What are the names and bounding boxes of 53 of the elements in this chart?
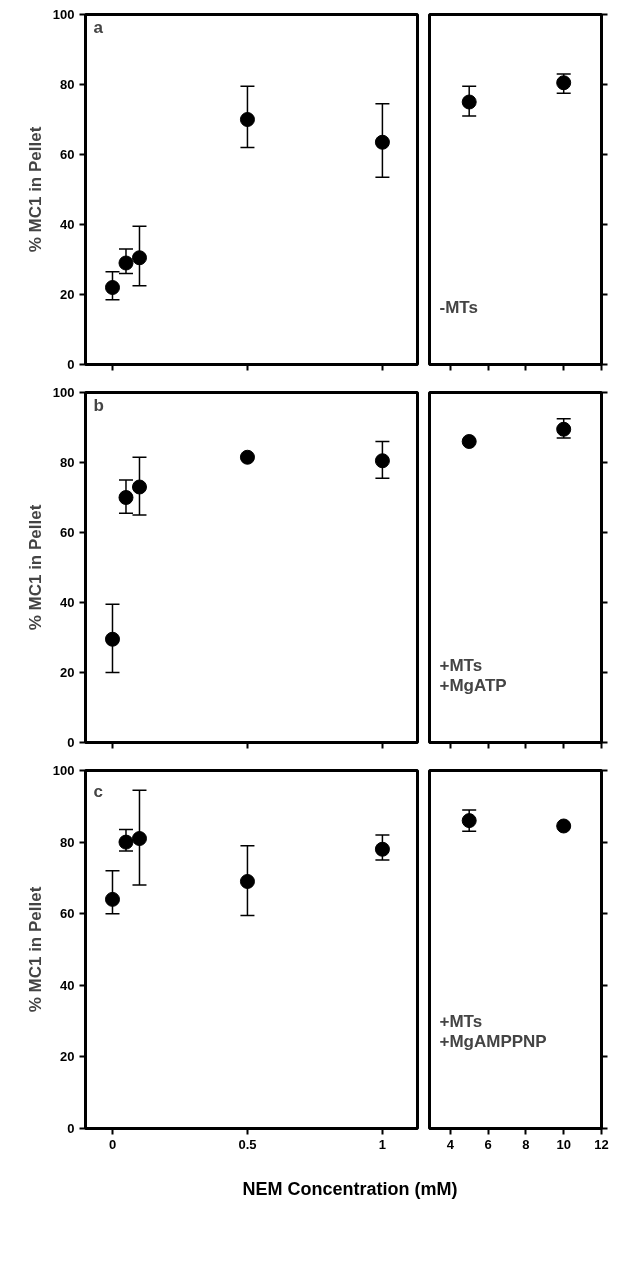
y-axis-title: % MC1 in Pellet xyxy=(25,504,45,631)
point xyxy=(104,891,120,907)
y-tick-label: 40 xyxy=(60,217,75,232)
y-tick-label: 100 xyxy=(52,7,75,22)
y-tick-label: 20 xyxy=(60,665,75,680)
x-tick-label: 12 xyxy=(594,1136,609,1152)
y-tick-label: 20 xyxy=(60,287,75,302)
y-tick-label: 40 xyxy=(60,595,75,610)
x-tick-label: 4 xyxy=(446,1136,455,1152)
x-axis-title: NEM Concentration (mM) xyxy=(242,1178,458,1201)
y-tick-label: 40 xyxy=(60,977,75,993)
point xyxy=(118,834,134,850)
x-tick-label: 0.5 xyxy=(238,1136,257,1152)
point xyxy=(131,250,147,266)
point xyxy=(239,112,255,127)
point xyxy=(131,831,147,847)
y-axis-title: % MC1 in Pellet xyxy=(25,126,45,253)
y-tick-label: 0 xyxy=(67,735,75,750)
annotation: +MTs xyxy=(439,655,483,675)
annotation: -MTs xyxy=(439,297,478,317)
point xyxy=(104,280,120,295)
x-tick-label: 10 xyxy=(556,1136,571,1152)
y-tick-label: 0 xyxy=(67,1121,75,1136)
annotation: +MgAMPPNP xyxy=(439,1031,547,1051)
point xyxy=(374,134,390,150)
point xyxy=(118,255,134,271)
annotation: +MgATP xyxy=(439,675,507,695)
y-tick-label: 100 xyxy=(52,763,75,778)
point xyxy=(374,841,390,857)
y-tick-label: 80 xyxy=(60,455,75,470)
point xyxy=(374,453,390,469)
y-tick-label: 60 xyxy=(60,147,75,162)
y-axis-title: % MC1 in Pellet xyxy=(25,886,45,1013)
annotation: a xyxy=(93,17,104,37)
x-tick-label: 8 xyxy=(522,1136,530,1152)
x-tick-label: 0 xyxy=(108,1136,117,1152)
y-tick-label: 80 xyxy=(60,834,75,850)
point xyxy=(239,449,255,465)
x-tick-label: 6 xyxy=(484,1136,492,1152)
point xyxy=(131,479,147,495)
annotation: +MTs xyxy=(439,1011,483,1031)
point xyxy=(104,631,120,647)
annotation: c xyxy=(93,781,103,801)
y-tick-label: 60 xyxy=(60,906,75,922)
y-tick-label: 20 xyxy=(60,1049,75,1065)
annotation: b xyxy=(93,395,104,415)
y-tick-label: 60 xyxy=(60,525,75,540)
y-tick-label: 100 xyxy=(52,385,75,400)
y-tick-label: 0 xyxy=(67,357,75,372)
point xyxy=(118,490,134,505)
point xyxy=(239,873,255,889)
y-tick-label: 80 xyxy=(60,77,75,92)
x-tick-label: 1 xyxy=(378,1136,387,1152)
